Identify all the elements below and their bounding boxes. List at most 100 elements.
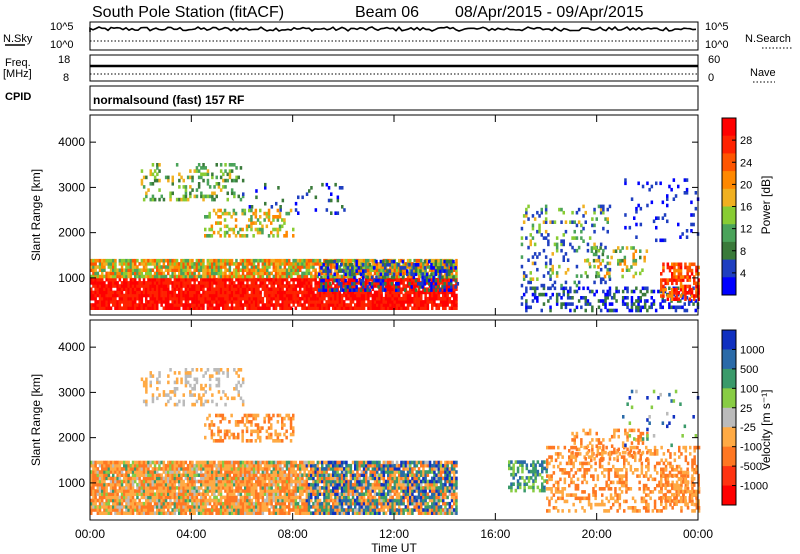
velocity-cell: [204, 479, 207, 484]
power-cell: [151, 281, 155, 285]
power-cell: [343, 300, 346, 304]
velocity-cell: [197, 479, 201, 484]
power-cell: [294, 268, 298, 272]
power-cell: [189, 274, 192, 279]
power-cell: [650, 200, 654, 205]
power-cell: [211, 306, 214, 310]
power-cell: [437, 293, 441, 298]
power-cell: [409, 296, 412, 301]
power-cell: [675, 291, 678, 295]
power-cell: [663, 238, 667, 243]
power-cell: [151, 293, 155, 298]
power-cell: [390, 259, 394, 264]
velocity-cell: [208, 479, 212, 484]
power-cell: [261, 300, 265, 304]
velocity-cell: [140, 505, 144, 509]
power-cell: [601, 258, 605, 263]
power-cell: [604, 264, 607, 269]
power-cell: [167, 287, 170, 291]
power-cell: [334, 284, 337, 288]
power-cell: [630, 289, 634, 294]
power-cell: [595, 249, 598, 253]
power-cell: [226, 224, 229, 229]
power-cell: [692, 302, 695, 306]
power-cell: [281, 274, 284, 279]
power-cell: [318, 281, 322, 285]
velocity-cell: [241, 467, 245, 471]
power-cell: [107, 271, 111, 276]
velocity-cell: [206, 489, 210, 493]
power-cell: [695, 268, 698, 273]
power-cell: [189, 281, 192, 285]
power-cell: [109, 262, 113, 266]
velocity-cell: [162, 492, 166, 496]
power-cell: [118, 262, 122, 266]
velocity-cell: [204, 476, 207, 481]
power-cell: [215, 277, 218, 282]
power-cell: [608, 204, 612, 209]
power-cell: [219, 290, 223, 295]
power-scatter: [90, 163, 700, 313]
power-cell: [237, 303, 240, 307]
power-cell: [682, 287, 685, 292]
power-cell: [186, 262, 190, 266]
power-cell: [650, 184, 654, 189]
power-cell: [202, 290, 205, 295]
velocity-cell: [235, 460, 238, 465]
power-cell: [266, 262, 269, 266]
power-cell: [219, 215, 222, 219]
velocity-cell: [186, 470, 190, 474]
power-cell: [101, 258, 104, 263]
power-cell: [96, 281, 100, 285]
power-cell: [107, 300, 111, 304]
power-cell: [323, 303, 326, 307]
power-cell: [444, 262, 447, 266]
power-cell: [184, 191, 188, 196]
velocity-cell: [173, 498, 177, 503]
power-cell: [450, 274, 454, 279]
power-cell: [415, 290, 419, 295]
power-cell: [211, 281, 214, 285]
power-cell: [367, 262, 370, 266]
power-cell: [321, 262, 324, 266]
velocity-cell: [105, 476, 108, 481]
power-cell: [562, 233, 565, 237]
power-cell: [101, 287, 104, 291]
velocity-cell: [125, 492, 128, 496]
power-cell: [228, 271, 232, 276]
power-cell: [338, 306, 342, 310]
velocity-cell: [235, 501, 238, 506]
power-cell: [217, 208, 220, 213]
power-cell: [303, 293, 306, 298]
velocity-cell: [213, 463, 216, 468]
velocity-cell: [259, 463, 262, 468]
power-cell: [246, 274, 249, 279]
power-cell: [250, 227, 253, 232]
power-cell: [402, 281, 405, 285]
velocity-cell: [169, 486, 172, 490]
velocity-cell: [90, 486, 93, 490]
power-cell: [409, 293, 412, 298]
power-cell: [666, 297, 670, 301]
power-cell: [442, 262, 445, 266]
power-cell: [233, 274, 236, 279]
velocity-cell: [114, 482, 117, 487]
power-cell: [173, 287, 177, 291]
power-cell: [455, 300, 458, 304]
power-cell: [257, 262, 260, 266]
power-cell: [125, 293, 128, 298]
power-cell: [147, 287, 150, 291]
power-cell: [310, 287, 313, 291]
power-cell: [178, 268, 181, 272]
velocity-cell: [191, 470, 194, 474]
power-cell: [428, 278, 431, 283]
power-cell: [433, 303, 436, 307]
power-cell: [455, 306, 458, 310]
power-cell: [525, 236, 528, 240]
velocity-cell: [169, 511, 172, 515]
power-cell: [290, 290, 293, 295]
power-cell: [393, 290, 397, 295]
power-cell: [211, 274, 214, 279]
power-cell: [362, 263, 365, 267]
power-cell: [608, 289, 612, 294]
